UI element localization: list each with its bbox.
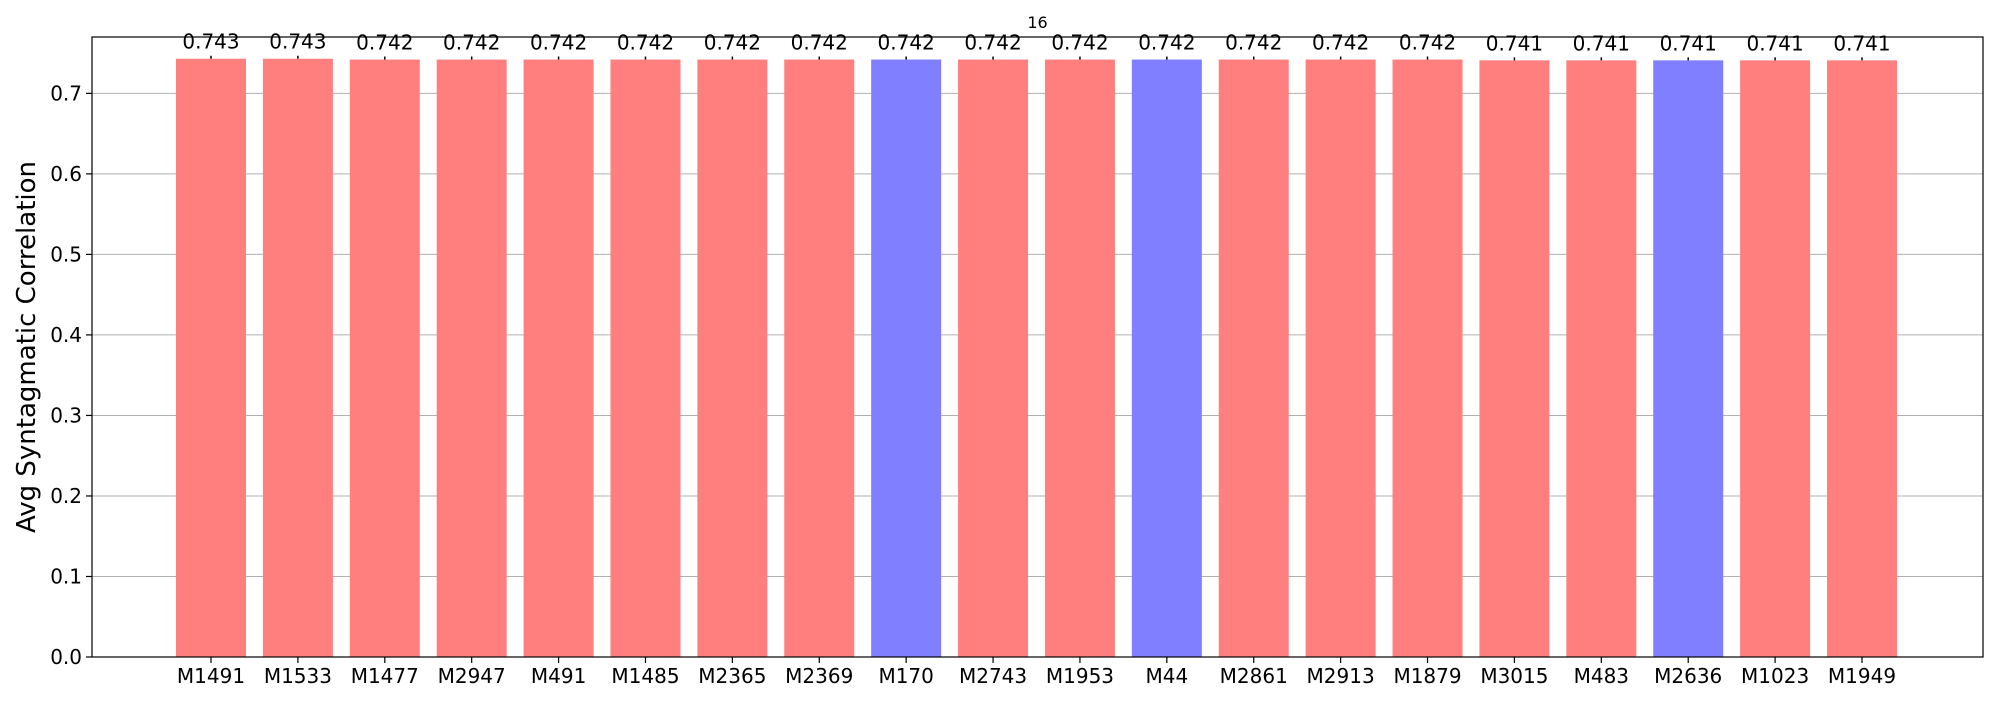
value-label: 0.741 <box>1573 31 1630 55</box>
value-label: 0.743 <box>269 30 326 54</box>
x-tick-label: M2861 <box>1220 664 1288 688</box>
x-tick-label: M1491 <box>177 664 245 688</box>
value-label: 0.742 <box>1051 31 1108 55</box>
bar-M1953 <box>1044 59 1115 657</box>
bar-M1949 <box>1827 60 1897 658</box>
value-label: 0.742 <box>964 31 1021 55</box>
bar-M3015 <box>1479 60 1550 658</box>
bar-M2861 <box>1218 59 1289 657</box>
bar-M1879 <box>1392 59 1463 657</box>
x-tick-label: M491 <box>531 664 586 688</box>
bar-M170 <box>871 59 942 657</box>
x-tick-label: M2365 <box>698 664 766 688</box>
bar-M2636 <box>1653 60 1724 658</box>
y-tick-label: 0.4 <box>50 323 82 347</box>
bar-M2913 <box>1305 59 1376 657</box>
y-tick-label: 0.5 <box>50 242 82 266</box>
value-label: 0.742 <box>617 31 674 55</box>
bar-M491 <box>523 59 594 657</box>
bar-M2365 <box>697 59 768 657</box>
bar-M1023 <box>1740 60 1811 658</box>
x-tick-label: M44 <box>1145 664 1188 688</box>
bars <box>176 58 1897 658</box>
value-label: 0.741 <box>1833 31 1890 55</box>
x-tick-label: M1477 <box>351 664 419 688</box>
bar-M44 <box>1131 59 1202 657</box>
x-tick-label: M2636 <box>1654 664 1722 688</box>
bar-M2947 <box>436 59 507 657</box>
x-tick-label: M483 <box>1574 664 1629 688</box>
value-label: 0.742 <box>704 31 761 55</box>
bar-M2369 <box>784 59 855 657</box>
bar-M1477 <box>349 59 420 657</box>
x-tick-label: M1949 <box>1828 664 1896 688</box>
x-tick-label: M1953 <box>1046 664 1114 688</box>
x-tick-label: M2369 <box>785 664 853 688</box>
x-tick-label: M1485 <box>611 664 679 688</box>
x-tick-label: M2743 <box>959 664 1027 688</box>
y-axis-ticks: 0.0 0.1 0.2 0.3 0.4 0.5 0.6 0.7 <box>50 81 92 669</box>
y-axis-label: Avg Syntagmatic Correlation <box>12 161 42 533</box>
value-label: 0.741 <box>1746 31 1803 55</box>
value-label: 0.742 <box>1312 31 1369 55</box>
x-axis-ticks: M1491 M1533 M1477 M2947 M491 M1485 M2365 M2369 M… <box>177 657 1896 688</box>
x-tick-label: M1533 <box>264 664 332 688</box>
x-tick-label: M170 <box>878 664 933 688</box>
bar-M2743 <box>958 59 1029 657</box>
value-label: 0.742 <box>356 31 413 55</box>
x-tick-label: M3015 <box>1480 664 1548 688</box>
y-tick-label: 0.7 <box>50 81 82 105</box>
x-tick-label: M1879 <box>1393 664 1461 688</box>
y-tick-label: 0.0 <box>50 645 82 669</box>
y-tick-label: 0.1 <box>50 564 82 588</box>
y-tick-label: 0.2 <box>50 484 82 508</box>
bar-M1491 <box>176 58 246 658</box>
value-label: 0.742 <box>878 31 935 55</box>
y-tick-label: 0.6 <box>50 162 82 186</box>
bar-M1533 <box>262 58 333 658</box>
value-label: 0.743 <box>182 30 239 54</box>
value-label: 0.742 <box>1225 31 1282 55</box>
value-label: 0.741 <box>1486 31 1543 55</box>
x-tick-label: M1023 <box>1741 664 1809 688</box>
bar-M1485 <box>610 59 681 657</box>
value-label: 0.742 <box>791 31 848 55</box>
value-label: 0.742 <box>443 31 500 55</box>
chart-title: 16 <box>1027 13 1047 32</box>
value-label: 0.742 <box>1138 31 1195 55</box>
value-label: 0.742 <box>1399 31 1456 55</box>
y-tick-label: 0.3 <box>50 403 82 427</box>
value-label: 0.742 <box>530 31 587 55</box>
bar-M483 <box>1566 60 1637 658</box>
axes <box>91 36 1984 658</box>
value-labels: 0.743 0.743 0.742 0.742 0.742 0.742 0.742 0.742… <box>182 30 1890 56</box>
bar-error-ticks <box>210 55 1863 61</box>
plot-frame <box>91 36 1984 658</box>
x-tick-label: M2947 <box>438 664 506 688</box>
x-tick-label: M2913 <box>1307 664 1375 688</box>
value-label: 0.741 <box>1660 31 1717 55</box>
